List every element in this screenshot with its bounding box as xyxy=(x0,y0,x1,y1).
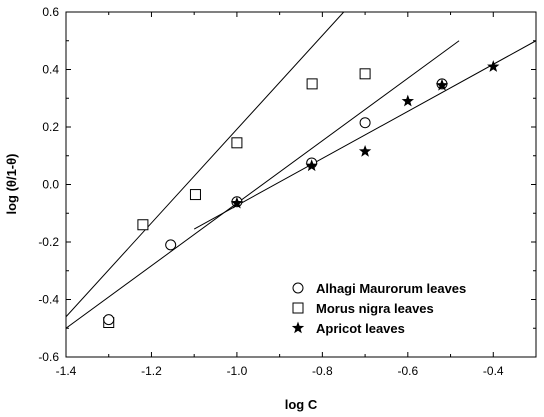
y-tick-label: -0.2 xyxy=(38,235,59,249)
y-tick-label: 0.2 xyxy=(42,120,59,134)
fit-line-series-0 xyxy=(66,40,460,329)
circle-point xyxy=(103,314,115,326)
fit-line-series-2 xyxy=(193,40,536,230)
data-points xyxy=(103,60,500,328)
y-tick-label: 0.6 xyxy=(42,5,59,19)
y-tick-label: -0.4 xyxy=(38,293,59,307)
square-point xyxy=(189,189,201,201)
circle-point xyxy=(165,239,177,251)
square-point xyxy=(359,68,371,80)
star-point xyxy=(305,159,318,172)
legend-marker-star xyxy=(291,321,305,334)
y-tick-label: -0.6 xyxy=(38,350,59,364)
y-axis-title: log (θ/1-θ) xyxy=(4,154,19,215)
legend-marker-circle xyxy=(292,282,304,294)
x-tick-label: -0.6 xyxy=(397,364,418,378)
x-tick-label: -0.8 xyxy=(312,364,333,378)
legend-label: Morus nigra leaves xyxy=(316,301,434,316)
y-tick-label: 0.4 xyxy=(42,63,59,77)
star-point xyxy=(401,94,414,107)
legend-marker-square xyxy=(292,302,304,314)
x-tick-label: -0.4 xyxy=(483,364,504,378)
x-tick-label: -1.0 xyxy=(227,364,248,378)
circle-point xyxy=(359,117,371,129)
legend-label: Alhagi Maurorum leaves xyxy=(316,281,466,296)
square-point xyxy=(306,78,318,90)
x-tick-label: -1.4 xyxy=(56,364,77,378)
legend-label: Apricot leaves xyxy=(316,321,405,336)
square-point xyxy=(231,137,243,149)
y-tick-label: 0.0 xyxy=(42,178,59,192)
square-point xyxy=(137,219,149,231)
star-point xyxy=(230,196,244,209)
fit-lines xyxy=(66,12,536,329)
star-point xyxy=(435,78,449,91)
fit-line-series-1 xyxy=(66,12,345,318)
legend: Alhagi Maurorum leaves Morus nigra leaves… xyxy=(291,281,466,336)
star-point xyxy=(487,60,500,72)
x-axis-title: log C xyxy=(285,397,318,412)
axes: -1.4 -1.2 -1.0 -0.8 -0.6 -0.4 -0.6 -0.4 -0.2 0.0 0… xyxy=(38,5,537,378)
star-point xyxy=(358,144,372,157)
x-tick-label: -1.2 xyxy=(141,364,162,378)
